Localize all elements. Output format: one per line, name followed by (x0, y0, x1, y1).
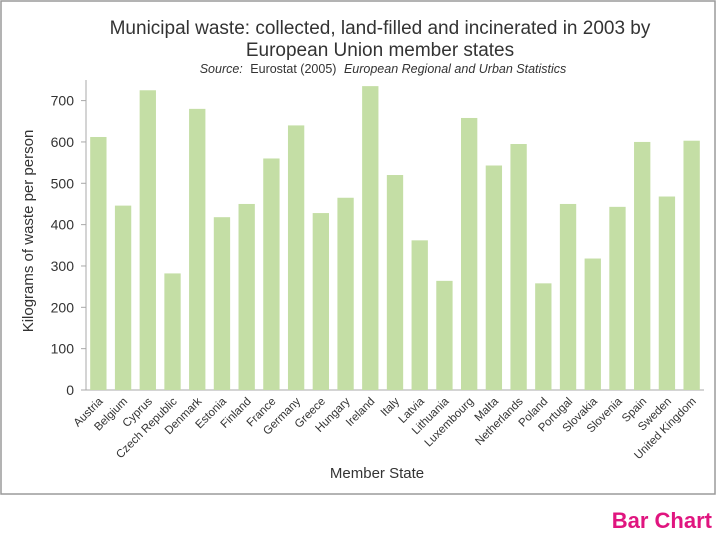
bar-lithuania (436, 280, 453, 390)
bar-ireland (362, 86, 379, 390)
bar-chart: Municipal waste: collected, land-filled … (0, 0, 716, 495)
y-tick-label: 200 (51, 299, 75, 315)
bar-italy (386, 175, 404, 390)
bar-czech-republic (164, 273, 181, 390)
y-tick-label: 500 (51, 175, 75, 191)
bar-germany (287, 125, 305, 390)
bar-united-kingdom (683, 140, 700, 390)
bar-denmark (189, 108, 206, 391)
bar-france (263, 158, 280, 390)
bar-cyprus (139, 90, 156, 391)
chart-frame: Municipal waste: collected, land-filled … (0, 0, 716, 495)
bar-latvia (411, 240, 428, 390)
y-axis: 0 100 200 300 400 500 600 700 (51, 80, 87, 398)
y-tick-label: 400 (51, 217, 75, 233)
bar-luxembourg (461, 117, 478, 390)
y-tick-label: 300 (51, 258, 75, 274)
bar-estonia (213, 217, 231, 390)
bar-spain (634, 141, 651, 390)
source-prefix: Source: (200, 62, 243, 76)
bar-slovakia (584, 258, 601, 390)
y-tick-label: 0 (66, 382, 74, 398)
bar-austria (90, 136, 107, 390)
bar-netherlands (510, 144, 527, 390)
bar-malta (485, 165, 503, 390)
bar-finland (238, 203, 255, 390)
source-publication: European Regional and Urban Statistics (344, 62, 566, 76)
y-tick-label: 700 (51, 93, 75, 109)
source-text: Eurostat (2005) (250, 62, 336, 76)
y-tick-label: 100 (51, 341, 75, 357)
chart-source: Source: Eurostat (2005) European Regiona… (200, 62, 567, 76)
bar-hungary (337, 197, 354, 390)
chart-title-line-1: Municipal waste: collected, land-filled … (110, 18, 651, 39)
bar-portugal (559, 203, 577, 390)
x-axis-label: Member State (330, 465, 424, 482)
bars (90, 86, 700, 391)
y-tick-label: 600 (51, 134, 75, 150)
bar-greece (312, 213, 329, 390)
bar-slovenia (609, 206, 626, 390)
bar-sweden (658, 196, 676, 390)
chart-title-line-2: European Union member states (246, 40, 514, 61)
bar-poland (535, 283, 552, 390)
y-axis-label: Kilograms of waste per person (20, 130, 37, 333)
slide-label: Bar Chart (611, 508, 712, 533)
bar-belgium (114, 205, 132, 390)
